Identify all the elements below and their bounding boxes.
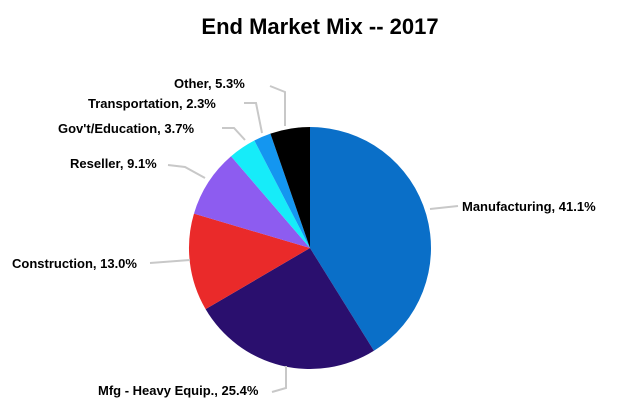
pie-slice-construction: [188, 213, 310, 310]
pie-slice-transportation: [254, 133, 310, 248]
leader-line-other: [269, 85, 286, 126]
pie-slices: [188, 127, 431, 370]
leader-line-reseller: [167, 164, 206, 179]
pie-slice-mfg-heavy-equip: [205, 248, 374, 370]
slice-label-mfg-heavy-equip: Mfg - Heavy Equip., 25.4%: [98, 383, 259, 398]
leader-line-mfg-heavy-equip: [271, 366, 287, 393]
leader-line-transportation: [244, 102, 263, 134]
slice-label-other: Other, 5.3%: [174, 76, 245, 91]
pie-slice-manufacturing: [310, 127, 431, 351]
leader-line-construction: [149, 259, 191, 264]
pie-slice-other: [270, 127, 310, 248]
chart-title: End Market Mix -- 2017: [201, 14, 438, 39]
leader-line-manufacturing: [429, 205, 459, 210]
leader-line-gov-t-education: [222, 127, 246, 141]
leader-lines: [149, 85, 459, 393]
slice-label-transportation: Transportation, 2.3%: [88, 96, 216, 111]
slice-label-manufacturing: Manufacturing, 41.1%: [462, 199, 596, 214]
pie-slice-reseller: [193, 156, 310, 248]
slice-label-construction: Construction, 13.0%: [12, 256, 137, 271]
pie-slice-gov-t-education: [231, 140, 310, 248]
slice-label-gov-t-education: Gov't/Education, 3.7%: [58, 121, 194, 136]
slice-labels: Manufacturing, 41.1% Mfg - Heavy Equip., …: [12, 76, 596, 398]
slice-label-reseller: Reseller, 9.1%: [70, 156, 157, 171]
